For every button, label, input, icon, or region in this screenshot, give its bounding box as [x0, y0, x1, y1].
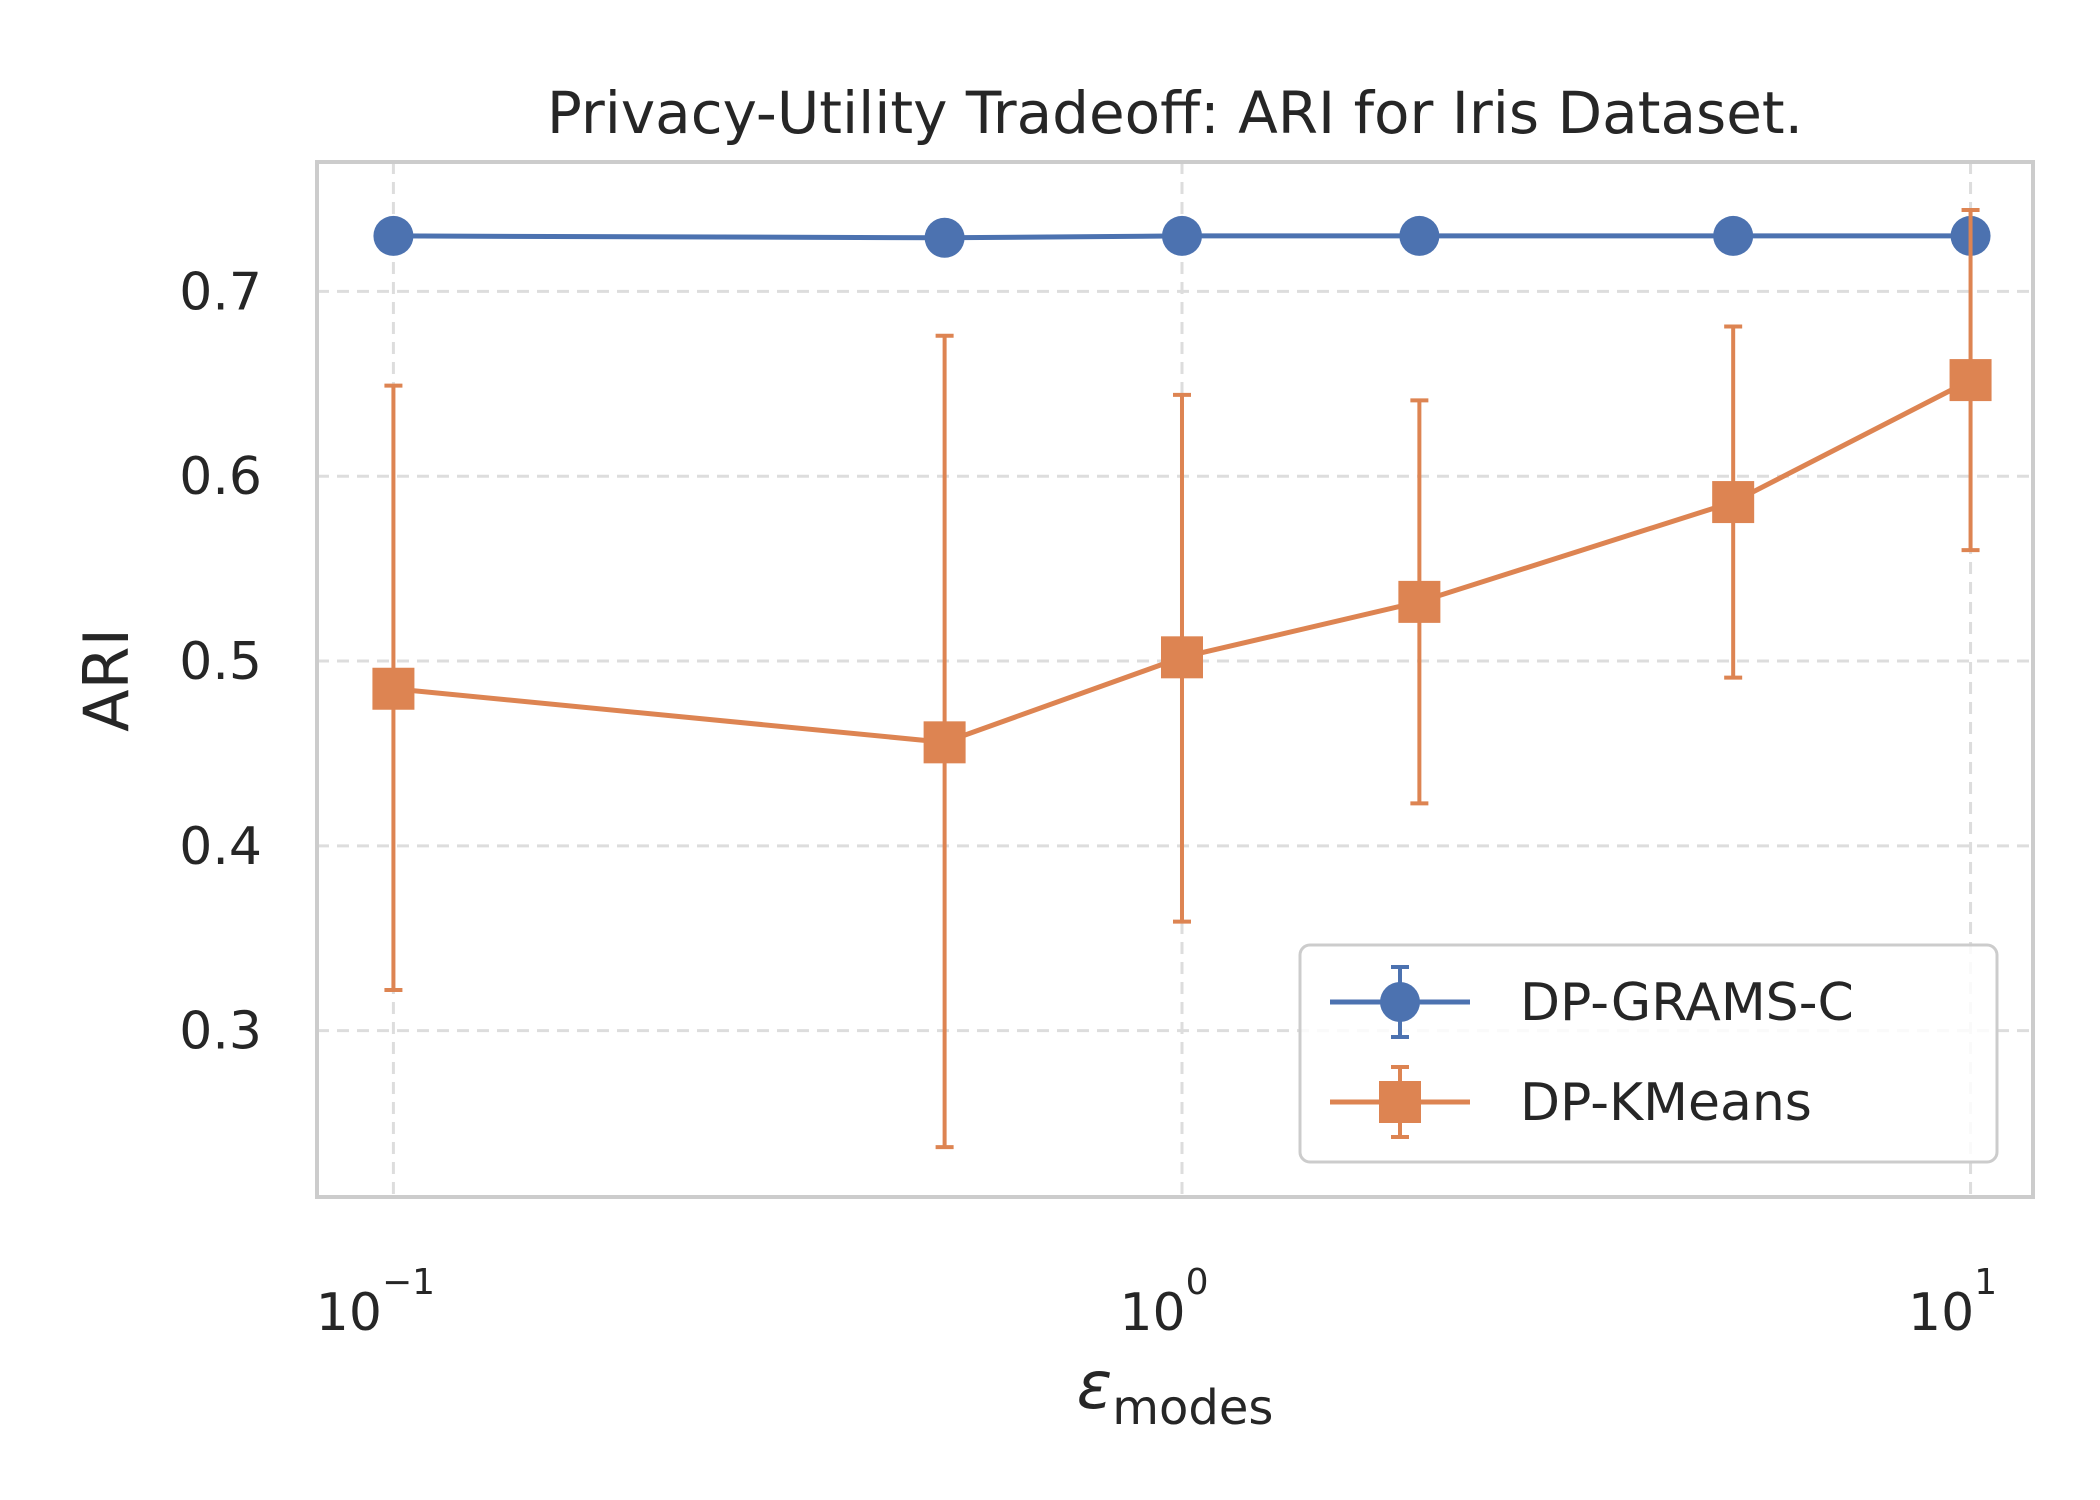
- x-tick-base-0: 10: [316, 1283, 382, 1343]
- x-tick-base-1: 10: [1119, 1283, 1185, 1343]
- chart-title: Privacy-Utility Tradeoff: ARI for Iris D…: [547, 79, 1803, 147]
- point-DP-KMeans-5: [1949, 359, 1992, 402]
- series-line-DP-KMeans: [393, 377, 1972, 745]
- point-DP-KMeans-3: [1398, 580, 1441, 623]
- x-tick-label-0: 10−1: [316, 1262, 435, 1343]
- point-DP-GRAMS-C-3: [1399, 215, 1440, 256]
- legend-marker-0: [1380, 982, 1420, 1022]
- y-tick-label-3: 0.6: [179, 447, 262, 507]
- y-tick-label-2: 0.5: [179, 632, 262, 692]
- x-tick-exponent-0: −1: [382, 1262, 435, 1303]
- series-line-DP-GRAMS-C: [393, 233, 1971, 241]
- point-DP-KMeans-2: [1160, 636, 1203, 679]
- y-tick-label-4: 0.7: [179, 262, 262, 322]
- series-layer: [372, 208, 1992, 1150]
- y-tick-label-1: 0.4: [179, 817, 262, 877]
- y-tick-label-0: 0.3: [179, 1002, 262, 1062]
- plot-frame: [315, 160, 2035, 1199]
- point-DP-GRAMS-C-1: [924, 217, 965, 258]
- x-tick-label-2: 101: [1908, 1262, 1997, 1343]
- point-DP-GRAMS-C-4: [1713, 215, 1754, 256]
- x-tick-label-1: 100: [1119, 1262, 1208, 1343]
- legend: DP-GRAMS-C DP-KMeans: [1298, 943, 1999, 1164]
- point-DP-KMeans-4: [1712, 481, 1755, 524]
- legend-marker-1: [1379, 1081, 1421, 1123]
- y-axis-label: ARI: [70, 628, 143, 732]
- x-tick-exponent-2: 1: [1974, 1262, 1997, 1303]
- x-axis-label-symbol: ε: [1077, 1347, 1113, 1424]
- point-DP-KMeans-1: [923, 721, 966, 764]
- x-axis-label: εmodes: [1077, 1347, 1274, 1436]
- legend-label-1: DP-KMeans: [1520, 1073, 1812, 1133]
- series-DP-GRAMS-C: [373, 215, 1991, 258]
- point-DP-GRAMS-C-2: [1161, 215, 1202, 256]
- legend-box: [1298, 943, 1999, 1164]
- x-tick-exponent-1: 0: [1186, 1262, 1209, 1303]
- legend-label-0: DP-GRAMS-C: [1520, 973, 1854, 1033]
- point-DP-GRAMS-C-0: [373, 215, 414, 256]
- series-DP-KMeans: [372, 208, 1992, 1150]
- y-tick-labels: 0.3 0.4 0.5 0.6 0.7: [179, 262, 262, 1061]
- x-tick-base-2: 10: [1908, 1283, 1974, 1343]
- point-DP-KMeans-0: [372, 667, 415, 710]
- legend-items: DP-GRAMS-C DP-KMeans: [1330, 965, 1854, 1139]
- x-axis-label-subscript: modes: [1112, 1380, 1273, 1436]
